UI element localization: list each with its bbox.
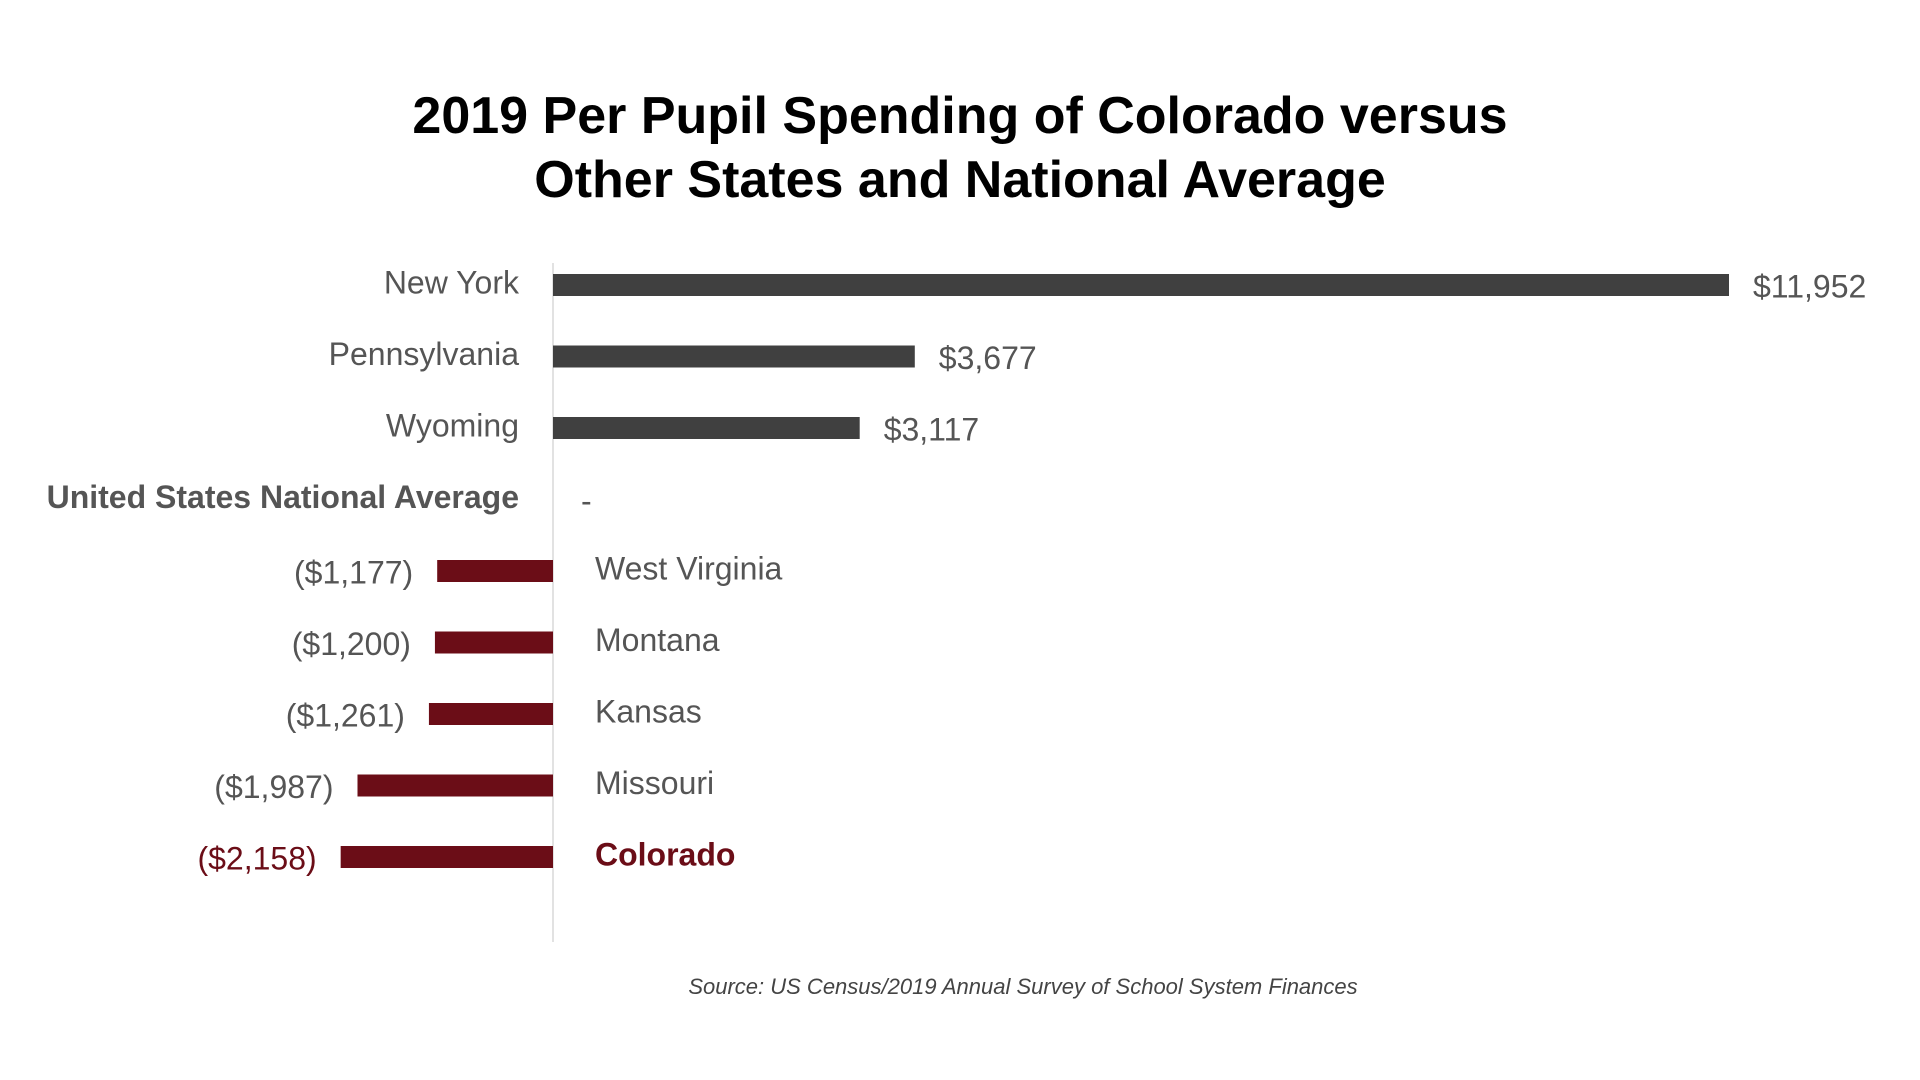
value-label-montana: ($1,200) (292, 626, 411, 662)
source-note: Source: US Census/2019 Annual Survey of … (688, 974, 1358, 999)
bar-kansas (428, 703, 553, 725)
category-label-pennsylvania: Pennsylvania (329, 336, 520, 372)
bar-new-york (553, 274, 1729, 296)
category-label-missouri: Missouri (595, 765, 714, 801)
category-label-montana: Montana (595, 622, 720, 658)
bar-west-virginia (437, 560, 553, 582)
chart-title-line-2: Other States and National Average (534, 151, 1386, 209)
value-label-colorado: ($2,158) (197, 840, 316, 876)
value-label-missouri: ($1,987) (214, 769, 333, 805)
value-label-pennsylvania: $3,677 (939, 340, 1037, 376)
value-label-wyoming: $3,117 (884, 411, 980, 447)
value-label-kansas: ($1,261) (286, 697, 405, 733)
value-label-united-states-national-average: - (581, 483, 592, 519)
bar-missouri (357, 774, 553, 797)
chart-title-line-1: 2019 Per Pupil Spending of Colorado vers… (412, 87, 1508, 145)
category-label-united-states-national-average: United States National Average (47, 479, 519, 515)
category-label-kansas: Kansas (595, 693, 702, 729)
chart-title: 2019 Per Pupil Spending of Colorado vers… (0, 84, 1920, 212)
value-label-new-york: $11,952 (1753, 268, 1866, 304)
value-label-west-virginia: ($1,177) (294, 554, 413, 590)
category-label-new-york: New York (384, 264, 520, 300)
bar-wyoming (553, 417, 860, 439)
bar-colorado (340, 846, 553, 868)
category-label-wyoming: Wyoming (386, 407, 519, 443)
category-label-colorado: Colorado (595, 836, 735, 872)
bar-montana (434, 631, 553, 654)
bar-pennsylvania (553, 345, 915, 368)
category-label-west-virginia: West Virginia (595, 550, 783, 586)
